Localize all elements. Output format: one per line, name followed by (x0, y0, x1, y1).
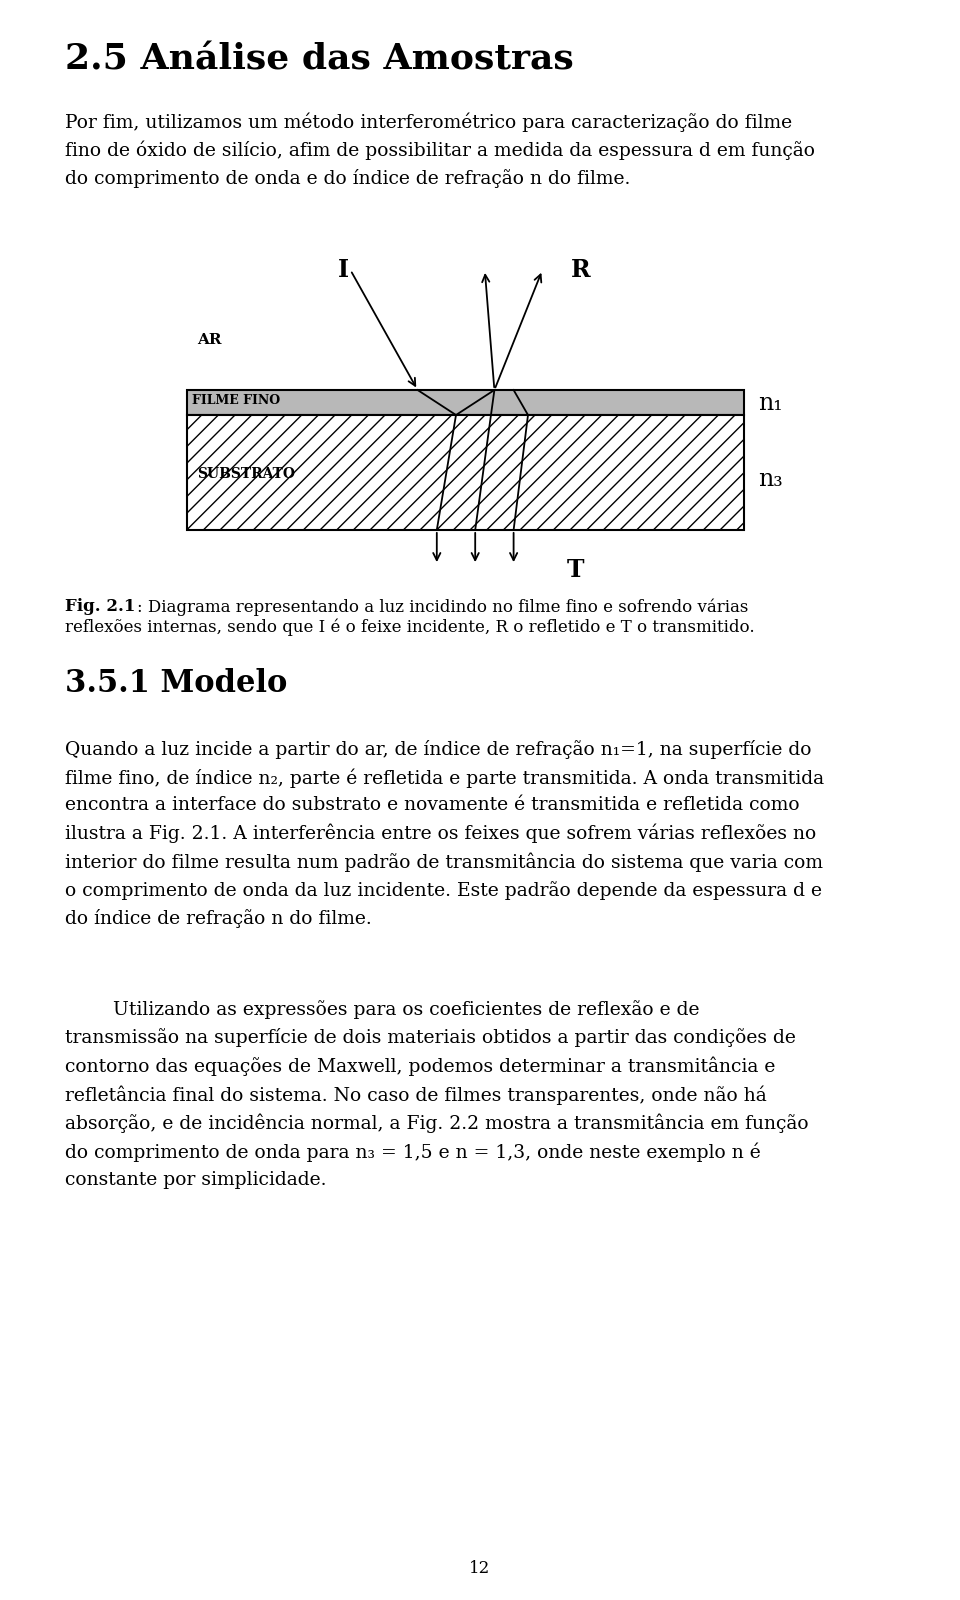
Text: R: R (571, 258, 590, 282)
Text: Utilizando as expressões para os coeficientes de reflexão e de
transmissão na su: Utilizando as expressões para os coefici… (65, 1000, 809, 1189)
Text: Quando a luz incide a partir do ar, de índice de refração n₁=1, na superfície do: Quando a luz incide a partir do ar, de í… (65, 739, 825, 928)
Text: 2.5 Análise das Amostras: 2.5 Análise das Amostras (65, 42, 574, 75)
Text: AR: AR (197, 333, 222, 347)
Bar (187, 414, 744, 530)
Text: n₃: n₃ (758, 469, 783, 491)
Text: Fig. 2.1: Fig. 2.1 (65, 598, 135, 614)
Bar (187, 390, 744, 414)
Text: 3.5.1 Modelo: 3.5.1 Modelo (65, 669, 288, 699)
Text: FILME FINO: FILME FINO (192, 394, 280, 406)
Text: SUBSTRATO: SUBSTRATO (197, 467, 295, 482)
Text: I: I (338, 258, 349, 282)
Text: 12: 12 (469, 1560, 491, 1578)
Text: Por fim, utilizamos um método interferométrico para caracterização do filme
fino: Por fim, utilizamos um método interferom… (65, 112, 815, 189)
Text: reflexões internas, sendo que I é o feixe incidente, R o refletido e T o transmi: reflexões internas, sendo que I é o feix… (65, 618, 755, 635)
Text: n₁: n₁ (758, 392, 783, 414)
Text: T: T (566, 558, 584, 582)
Text: : Diagrama representando a luz incidindo no filme fino e sofrendo várias: : Diagrama representando a luz incidindo… (137, 598, 749, 616)
